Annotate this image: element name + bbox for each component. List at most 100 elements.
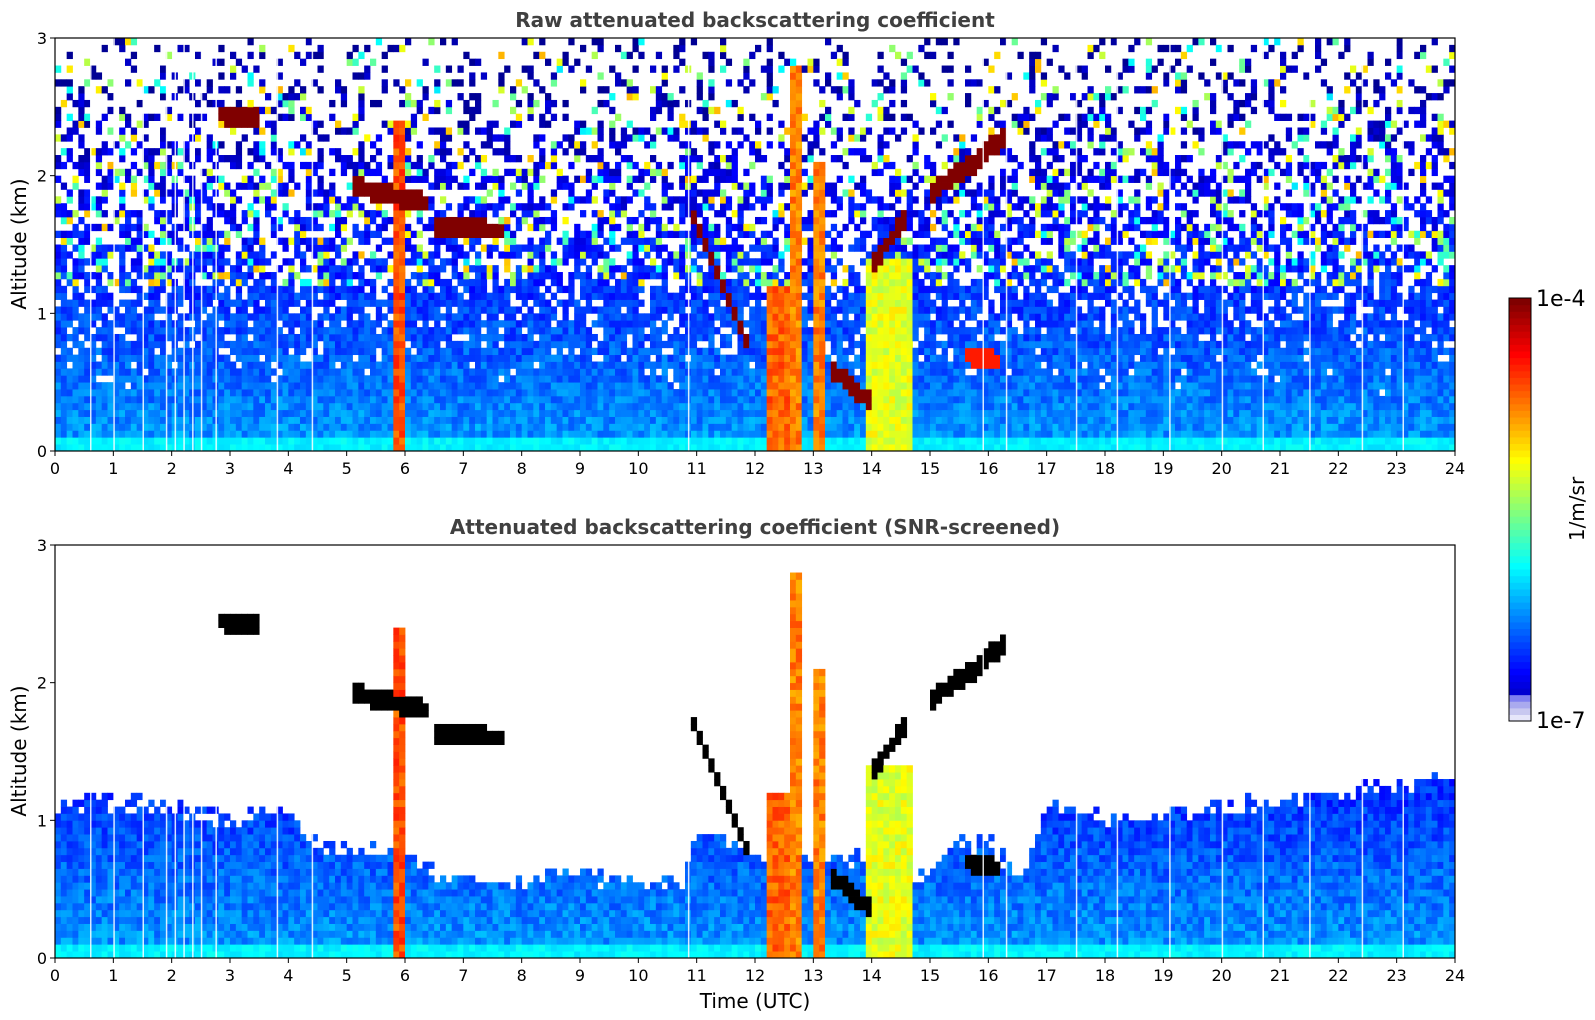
- heatmap-cell: [381, 65, 388, 73]
- heatmap-cell: [95, 210, 103, 218]
- heatmap-cell: [95, 423, 103, 431]
- heatmap-cell: [218, 210, 225, 218]
- heatmap-cell: [393, 258, 400, 266]
- heatmap-cell: [364, 361, 371, 369]
- heatmap-cell: [597, 230, 604, 239]
- heatmap-cell: [101, 416, 108, 424]
- heatmap-cell: [276, 327, 283, 335]
- heatmap-cell: [154, 389, 161, 397]
- heatmap-cell: [486, 444, 493, 451]
- heatmap-cell: [270, 402, 278, 411]
- heatmap-cell: [545, 93, 552, 101]
- heatmap-cell: [410, 285, 418, 294]
- heatmap-cell: [113, 361, 120, 369]
- heatmap-cell: [340, 127, 348, 135]
- heatmap-cell: [743, 416, 750, 424]
- heatmap-cell: [580, 44, 587, 53]
- heatmap-cell: [130, 375, 138, 383]
- heatmap-cell: [445, 409, 453, 417]
- heatmap-cell: [480, 230, 488, 239]
- heatmap-cell: [760, 278, 768, 287]
- heatmap-cell: [702, 175, 709, 183]
- heatmap-cell: [545, 382, 552, 390]
- heatmap-cell: [125, 313, 132, 321]
- heatmap-cell: [580, 79, 587, 87]
- heatmap-cell: [457, 161, 464, 170]
- heatmap-cell: [585, 402, 593, 411]
- heatmap-cell: [504, 230, 511, 239]
- heatmap-cell: [743, 320, 750, 328]
- heatmap-cell: [591, 141, 598, 149]
- heatmap-cell: [66, 313, 73, 321]
- heatmap-cell: [154, 361, 161, 369]
- heatmap-cell: [580, 120, 587, 128]
- heatmap-cell: [253, 155, 260, 163]
- heatmap-cell: [259, 44, 266, 53]
- heatmap-cell: [241, 409, 248, 417]
- heatmap-cell: [574, 340, 581, 349]
- heatmap-cell: [457, 327, 464, 335]
- heatmap-cell: [556, 299, 563, 307]
- heatmap-cell: [381, 347, 388, 356]
- heatmap-cell: [375, 361, 383, 369]
- heatmap-cell: [78, 196, 85, 204]
- heatmap-cell: [78, 320, 85, 328]
- heatmap-cell: [603, 258, 610, 266]
- heatmap-cell: [539, 292, 546, 300]
- heatmap-cell: [632, 265, 639, 273]
- heatmap-cell: [235, 182, 243, 190]
- heatmap-cell: [615, 375, 622, 383]
- heatmap-cell: [591, 106, 598, 115]
- heatmap-cell: [329, 423, 336, 431]
- heatmap-cell: [352, 444, 359, 451]
- heatmap-cell: [183, 368, 190, 376]
- heatmap-cell: [311, 189, 318, 197]
- heatmap-cell: [119, 368, 126, 376]
- heatmap-cell: [405, 368, 412, 376]
- heatmap-cell: [457, 120, 464, 128]
- heatmap-cell: [160, 168, 167, 177]
- heatmap-cell: [399, 230, 406, 239]
- heatmap-cell: [556, 354, 563, 362]
- heatmap-cell: [603, 175, 610, 183]
- heatmap-cell: [766, 230, 773, 239]
- heatmap-cell: [679, 354, 686, 362]
- heatmap-cell: [101, 141, 108, 149]
- heatmap-cell: [475, 306, 482, 314]
- heatmap-cell: [259, 51, 266, 60]
- heatmap-cell: [165, 141, 173, 149]
- heatmap-cell: [504, 347, 511, 356]
- heatmap-cell: [364, 375, 371, 383]
- heatmap-cell: [638, 354, 645, 362]
- heatmap-cell: [784, 333, 791, 342]
- heatmap-cell: [434, 65, 441, 73]
- heatmap-cell: [766, 416, 773, 424]
- heatmap-cell: [55, 196, 62, 204]
- heatmap-cell: [410, 395, 418, 404]
- heatmap-cell: [282, 210, 289, 218]
- heatmap-cell: [545, 203, 552, 211]
- heatmap-cell: [510, 382, 517, 390]
- heatmap-cell: [393, 155, 400, 163]
- heatmap-cell: [568, 292, 575, 300]
- heatmap-cell: [311, 395, 318, 404]
- heatmap-cell: [375, 210, 383, 218]
- heatmap-cell: [206, 313, 213, 321]
- heatmap-cell: [743, 437, 750, 445]
- heatmap-cell: [300, 306, 307, 314]
- heatmap-cell: [154, 395, 161, 404]
- heatmap-cell: [148, 437, 155, 445]
- heatmap-cell: [632, 347, 639, 356]
- heatmap-cell: [626, 444, 633, 451]
- heatmap-cell: [352, 148, 359, 156]
- heatmap-cell: [177, 416, 184, 424]
- heatmap-cell: [375, 375, 383, 383]
- heatmap-cell: [317, 382, 324, 390]
- heatmap-cell: [142, 230, 149, 239]
- heatmap-cell: [475, 333, 482, 342]
- heatmap-cell: [620, 402, 628, 411]
- heatmap-cell: [358, 347, 365, 356]
- heatmap-cell: [410, 230, 418, 239]
- heatmap-cell: [492, 244, 499, 252]
- heatmap-cell: [90, 196, 97, 204]
